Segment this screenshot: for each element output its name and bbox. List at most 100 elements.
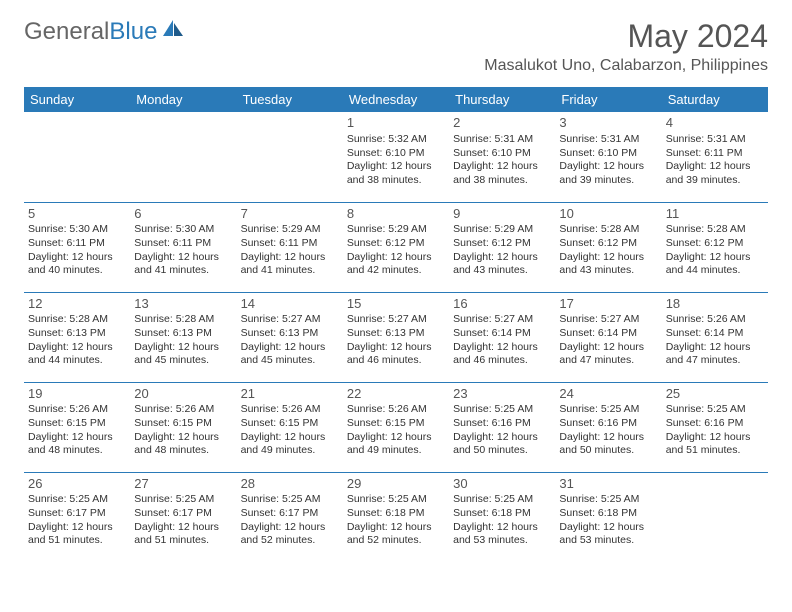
daylight-line: Daylight: 12 hours and 51 minutes.	[666, 431, 764, 458]
weekday-header: Tuesday	[237, 87, 343, 112]
sunset-line: Sunset: 6:16 PM	[559, 417, 657, 431]
sunset-line: Sunset: 6:14 PM	[453, 327, 551, 341]
daylight-line: Daylight: 12 hours and 38 minutes.	[453, 160, 551, 187]
daylight-line: Daylight: 12 hours and 51 minutes.	[134, 521, 232, 548]
calendar-cell: 24Sunrise: 5:25 AMSunset: 6:16 PMDayligh…	[555, 382, 661, 472]
daylight-line: Daylight: 12 hours and 47 minutes.	[559, 341, 657, 368]
logo: GeneralBlue	[24, 18, 185, 46]
sunset-line: Sunset: 6:15 PM	[28, 417, 126, 431]
sunset-line: Sunset: 6:18 PM	[347, 507, 445, 521]
sunset-line: Sunset: 6:13 PM	[241, 327, 339, 341]
calendar-cell: 12Sunrise: 5:28 AMSunset: 6:13 PMDayligh…	[24, 292, 130, 382]
sunrise-line: Sunrise: 5:25 AM	[666, 403, 764, 417]
day-number: 21	[241, 386, 339, 403]
sunset-line: Sunset: 6:15 PM	[134, 417, 232, 431]
day-number: 22	[347, 386, 445, 403]
sunrise-line: Sunrise: 5:32 AM	[347, 133, 445, 147]
calendar-cell: 10Sunrise: 5:28 AMSunset: 6:12 PMDayligh…	[555, 202, 661, 292]
calendar-cell: 22Sunrise: 5:26 AMSunset: 6:15 PMDayligh…	[343, 382, 449, 472]
sunset-line: Sunset: 6:12 PM	[666, 237, 764, 251]
daylight-line: Daylight: 12 hours and 42 minutes.	[347, 251, 445, 278]
day-number: 7	[241, 206, 339, 223]
calendar-cell: 4Sunrise: 5:31 AMSunset: 6:11 PMDaylight…	[662, 112, 768, 202]
day-number: 1	[347, 115, 445, 132]
day-number: 6	[134, 206, 232, 223]
weekday-header: Friday	[555, 87, 661, 112]
sunrise-line: Sunrise: 5:25 AM	[28, 493, 126, 507]
calendar-cell: 9Sunrise: 5:29 AMSunset: 6:12 PMDaylight…	[449, 202, 555, 292]
calendar-cell: 17Sunrise: 5:27 AMSunset: 6:14 PMDayligh…	[555, 292, 661, 382]
daylight-line: Daylight: 12 hours and 53 minutes.	[559, 521, 657, 548]
title-block: May 2024 Masalukot Uno, Calabarzon, Phil…	[484, 18, 768, 75]
day-number: 23	[453, 386, 551, 403]
sunset-line: Sunset: 6:12 PM	[559, 237, 657, 251]
daylight-line: Daylight: 12 hours and 43 minutes.	[559, 251, 657, 278]
calendar-cell: 16Sunrise: 5:27 AMSunset: 6:14 PMDayligh…	[449, 292, 555, 382]
sunset-line: Sunset: 6:18 PM	[559, 507, 657, 521]
sunrise-line: Sunrise: 5:30 AM	[28, 223, 126, 237]
sunset-line: Sunset: 6:13 PM	[347, 327, 445, 341]
sunrise-line: Sunrise: 5:28 AM	[28, 313, 126, 327]
sunset-line: Sunset: 6:16 PM	[453, 417, 551, 431]
calendar-cell: 30Sunrise: 5:25 AMSunset: 6:18 PMDayligh…	[449, 472, 555, 562]
calendar-cell: 15Sunrise: 5:27 AMSunset: 6:13 PMDayligh…	[343, 292, 449, 382]
calendar: SundayMondayTuesdayWednesdayThursdayFrid…	[24, 87, 768, 562]
day-number: 3	[559, 115, 657, 132]
daylight-line: Daylight: 12 hours and 40 minutes.	[28, 251, 126, 278]
day-number: 19	[28, 386, 126, 403]
calendar-body: 1Sunrise: 5:32 AMSunset: 6:10 PMDaylight…	[24, 112, 768, 562]
sunrise-line: Sunrise: 5:28 AM	[134, 313, 232, 327]
sunset-line: Sunset: 6:12 PM	[347, 237, 445, 251]
calendar-cell: 25Sunrise: 5:25 AMSunset: 6:16 PMDayligh…	[662, 382, 768, 472]
sunset-line: Sunset: 6:14 PM	[559, 327, 657, 341]
sunset-line: Sunset: 6:15 PM	[241, 417, 339, 431]
sunrise-line: Sunrise: 5:26 AM	[347, 403, 445, 417]
sunset-line: Sunset: 6:10 PM	[347, 147, 445, 161]
sunset-line: Sunset: 6:11 PM	[666, 147, 764, 161]
calendar-cell: 20Sunrise: 5:26 AMSunset: 6:15 PMDayligh…	[130, 382, 236, 472]
calendar-cell: 1Sunrise: 5:32 AMSunset: 6:10 PMDaylight…	[343, 112, 449, 202]
day-number: 27	[134, 476, 232, 493]
sunset-line: Sunset: 6:11 PM	[134, 237, 232, 251]
sunset-line: Sunset: 6:10 PM	[453, 147, 551, 161]
daylight-line: Daylight: 12 hours and 46 minutes.	[453, 341, 551, 368]
day-number: 24	[559, 386, 657, 403]
day-number: 31	[559, 476, 657, 493]
calendar-cell: 26Sunrise: 5:25 AMSunset: 6:17 PMDayligh…	[24, 472, 130, 562]
daylight-line: Daylight: 12 hours and 49 minutes.	[241, 431, 339, 458]
sunrise-line: Sunrise: 5:25 AM	[453, 403, 551, 417]
daylight-line: Daylight: 12 hours and 41 minutes.	[241, 251, 339, 278]
month-title: May 2024	[484, 18, 768, 55]
day-number: 20	[134, 386, 232, 403]
sunrise-line: Sunrise: 5:31 AM	[666, 133, 764, 147]
sunrise-line: Sunrise: 5:26 AM	[241, 403, 339, 417]
sunrise-line: Sunrise: 5:27 AM	[453, 313, 551, 327]
day-number: 8	[347, 206, 445, 223]
calendar-cell: 13Sunrise: 5:28 AMSunset: 6:13 PMDayligh…	[130, 292, 236, 382]
sunrise-line: Sunrise: 5:25 AM	[347, 493, 445, 507]
sunrise-line: Sunrise: 5:27 AM	[347, 313, 445, 327]
daylight-line: Daylight: 12 hours and 46 minutes.	[347, 341, 445, 368]
calendar-cell: 29Sunrise: 5:25 AMSunset: 6:18 PMDayligh…	[343, 472, 449, 562]
calendar-cell	[237, 112, 343, 202]
sunrise-line: Sunrise: 5:28 AM	[666, 223, 764, 237]
sunrise-line: Sunrise: 5:30 AM	[134, 223, 232, 237]
weekday-header: Monday	[130, 87, 236, 112]
daylight-line: Daylight: 12 hours and 53 minutes.	[453, 521, 551, 548]
calendar-cell: 31Sunrise: 5:25 AMSunset: 6:18 PMDayligh…	[555, 472, 661, 562]
day-number: 18	[666, 296, 764, 313]
logo-sail-icon	[161, 18, 185, 38]
calendar-cell: 2Sunrise: 5:31 AMSunset: 6:10 PMDaylight…	[449, 112, 555, 202]
sunrise-line: Sunrise: 5:26 AM	[666, 313, 764, 327]
day-number: 30	[453, 476, 551, 493]
daylight-line: Daylight: 12 hours and 50 minutes.	[559, 431, 657, 458]
sunset-line: Sunset: 6:13 PM	[134, 327, 232, 341]
sunset-line: Sunset: 6:10 PM	[559, 147, 657, 161]
sunrise-line: Sunrise: 5:31 AM	[559, 133, 657, 147]
daylight-line: Daylight: 12 hours and 44 minutes.	[666, 251, 764, 278]
day-number: 15	[347, 296, 445, 313]
calendar-head: SundayMondayTuesdayWednesdayThursdayFrid…	[24, 87, 768, 112]
weekday-header: Thursday	[449, 87, 555, 112]
day-number: 14	[241, 296, 339, 313]
calendar-cell: 18Sunrise: 5:26 AMSunset: 6:14 PMDayligh…	[662, 292, 768, 382]
